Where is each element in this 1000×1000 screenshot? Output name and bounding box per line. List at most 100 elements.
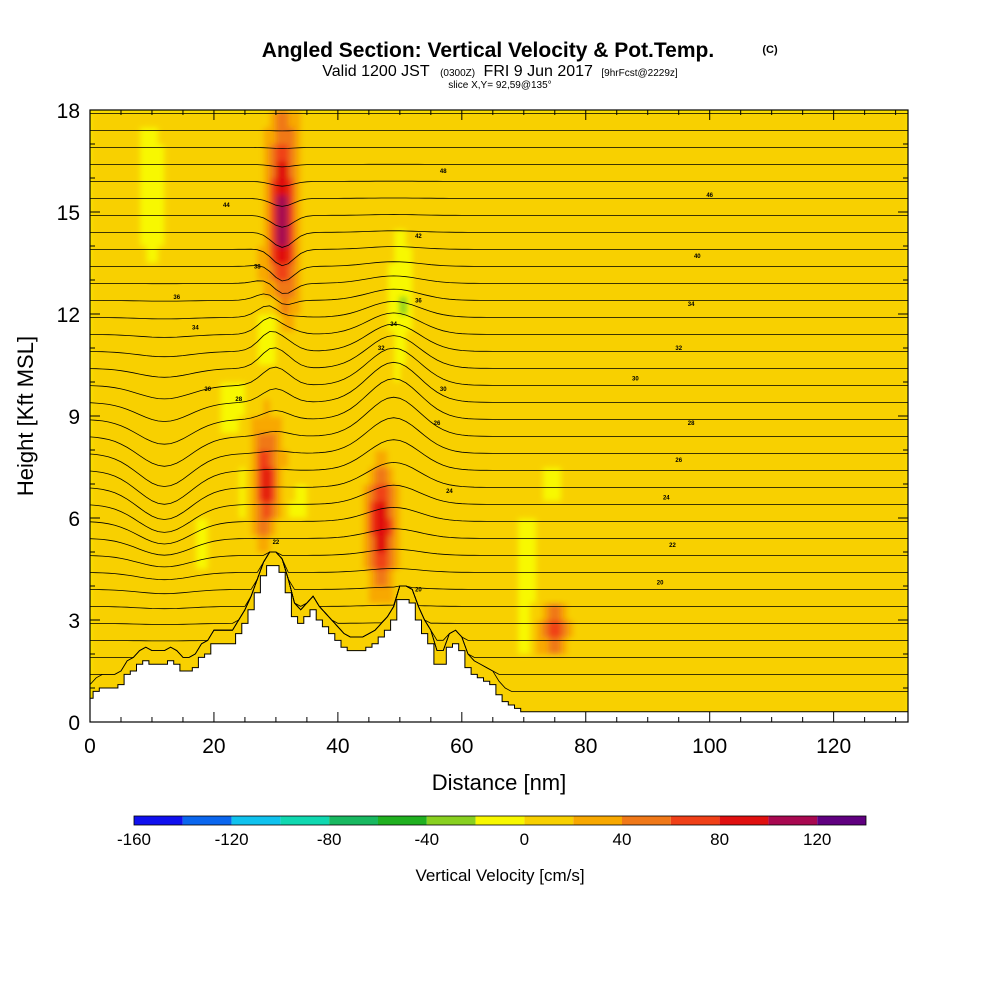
velocity-cell: [883, 297, 891, 315]
velocity-cell: [883, 161, 891, 179]
velocity-cell: [802, 348, 810, 366]
velocity-cell: [443, 297, 451, 315]
contour-label: 32: [378, 346, 385, 352]
velocity-cell: [877, 637, 884, 655]
velocity-cell: [895, 246, 903, 264]
velocity-cell: [145, 399, 153, 417]
velocity-cell: [554, 144, 562, 162]
velocity-cell: [542, 501, 550, 519]
velocity-cell: [660, 399, 667, 417]
velocity-cell: [765, 365, 773, 383]
velocity-cell: [852, 603, 860, 621]
velocity-cell: [492, 297, 500, 315]
velocity-cell: [517, 365, 525, 383]
velocity-cell: [839, 110, 847, 128]
velocity-cell: [523, 178, 531, 196]
isentrope-line: [90, 300, 908, 320]
velocity-cell: [244, 178, 252, 196]
velocity-cell: [790, 161, 798, 179]
velocity-cell: [387, 467, 395, 485]
velocity-cell: [771, 433, 779, 451]
velocity-cell: [852, 484, 860, 502]
velocity-cell: [344, 501, 351, 519]
isentrope-line: [90, 130, 908, 132]
velocity-cell: [734, 399, 742, 417]
velocity-cell: [232, 212, 240, 230]
velocity-cell: [703, 569, 711, 587]
velocity-cell: [666, 195, 674, 213]
velocity-cell: [672, 586, 680, 604]
velocity-cell: [703, 178, 711, 196]
velocity-cell: [350, 416, 358, 434]
velocity-cell: [461, 586, 469, 604]
velocity-cell: [629, 586, 636, 604]
velocity-cell: [319, 518, 327, 536]
velocity-cell: [176, 212, 184, 230]
velocity-cell: [207, 348, 215, 366]
contour-label: 26: [675, 458, 682, 464]
velocity-cell: [901, 144, 908, 162]
velocity-cell: [313, 433, 320, 451]
velocity-cell: [864, 348, 872, 366]
velocity-cell: [387, 535, 395, 553]
velocity-cell: [852, 195, 860, 213]
velocity-cell: [684, 178, 692, 196]
velocity-cell: [468, 569, 475, 587]
velocity-cell: [542, 382, 550, 400]
velocity-cell: [796, 195, 804, 213]
velocity-cell: [808, 603, 816, 621]
velocity-cell: [839, 654, 847, 672]
velocity-cell: [901, 484, 908, 502]
velocity-cell: [660, 518, 667, 536]
velocity-cell: [548, 416, 556, 434]
velocity-cell: [195, 229, 203, 247]
velocity-cell: [883, 399, 891, 417]
velocity-cell: [591, 178, 599, 196]
contour-label: 32: [675, 346, 682, 352]
velocity-cell: [455, 552, 463, 570]
velocity-cell: [895, 212, 903, 230]
velocity-cell: [269, 552, 277, 570]
velocity-cell: [567, 161, 574, 179]
velocity-cell: [195, 144, 203, 162]
velocity-cell: [765, 518, 773, 536]
velocity-cell: [647, 229, 655, 247]
velocity-cell: [213, 331, 221, 349]
velocity-cell: [362, 144, 370, 162]
colorbar-tick-label: -80: [317, 830, 342, 849]
velocity-cell: [189, 212, 196, 230]
velocity-cell: [170, 416, 178, 434]
velocity-cell: [232, 348, 240, 366]
velocity-cell: [895, 484, 903, 502]
velocity-cell: [715, 688, 723, 706]
velocity-cell: [387, 348, 395, 366]
velocity-cell: [833, 212, 841, 230]
velocity-cell: [746, 382, 754, 400]
velocity-cell: [591, 654, 599, 672]
velocity-cell: [647, 195, 655, 213]
velocity-cell: [839, 552, 847, 570]
velocity-cell: [220, 518, 227, 536]
velocity-cell: [108, 433, 116, 451]
velocity-cell: [232, 518, 240, 536]
velocity-cell: [319, 178, 327, 196]
velocity-cell: [449, 263, 457, 281]
velocity-cell: [616, 365, 624, 383]
velocity-cell: [852, 671, 860, 689]
velocity-cell: [585, 314, 593, 332]
velocity-cell: [170, 331, 178, 349]
velocity-cell: [542, 416, 550, 434]
velocity-cell: [319, 297, 327, 315]
terrain: [90, 565, 908, 722]
velocity-cell: [598, 178, 605, 196]
velocity-cell: [641, 331, 649, 349]
velocity-cell: [777, 144, 785, 162]
velocity-cell: [170, 535, 178, 553]
velocity-cell: [443, 331, 451, 349]
velocity-cell: [784, 178, 791, 196]
velocity-cell: [604, 501, 612, 519]
velocity-cell: [474, 365, 482, 383]
velocity-cell: [499, 280, 506, 298]
y-tick-label: 12: [57, 304, 80, 327]
velocity-cell: [325, 586, 333, 604]
